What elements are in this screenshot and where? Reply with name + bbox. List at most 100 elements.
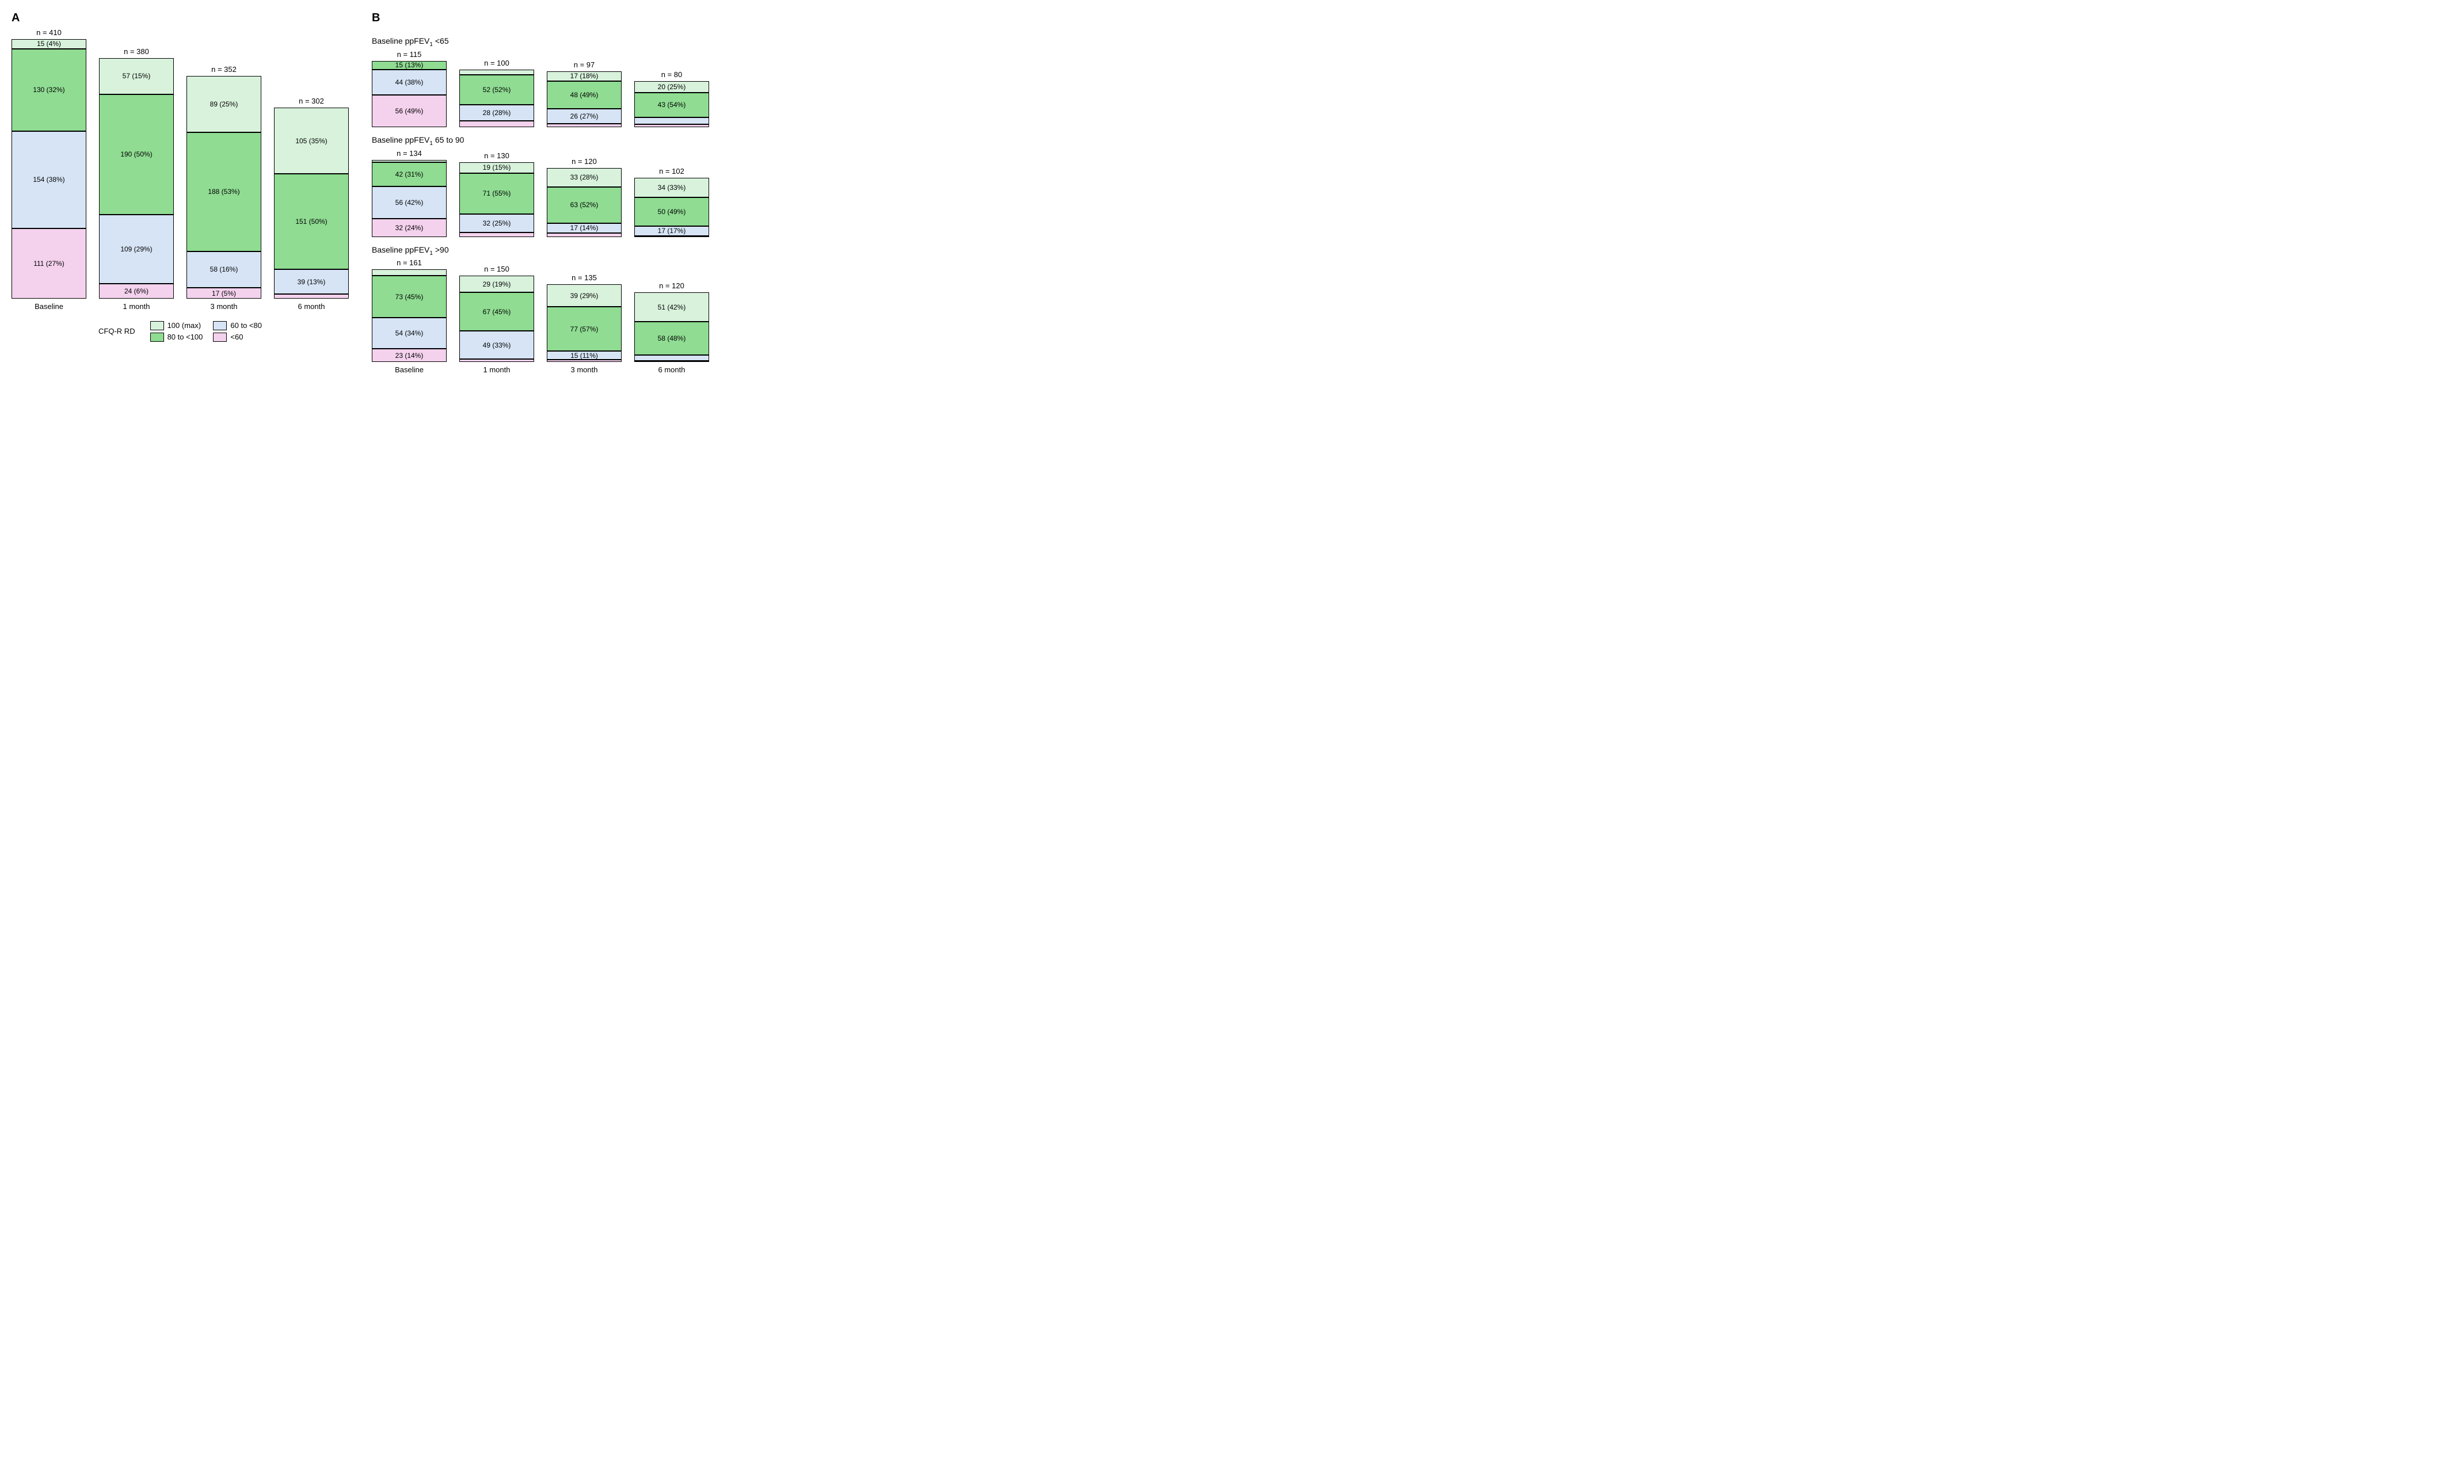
bar-segment xyxy=(634,355,709,361)
subgroup-title: Baseline ppFEV1 <65 xyxy=(372,36,709,48)
stacked-bar: 19 (15%)71 (55%)32 (25%) xyxy=(459,162,534,237)
bar-segment: 24 (6%) xyxy=(99,284,174,299)
bar-segment xyxy=(459,232,534,237)
legend-label: 100 (max) xyxy=(167,321,201,330)
legend-label: 80 to <100 xyxy=(167,333,203,341)
legend-swatch xyxy=(150,333,164,342)
n-label: n = 80 xyxy=(661,70,683,79)
bar-segment: 58 (16%) xyxy=(186,251,261,288)
bar-segment: 67 (45%) xyxy=(459,292,534,331)
x-axis-label: 3 month xyxy=(571,365,598,374)
legend-label: 60 to <80 xyxy=(230,321,262,330)
bar-segment: 49 (33%) xyxy=(459,331,534,359)
bar-segment xyxy=(459,359,534,362)
bar-column: n = 380 57 (15%)190 (50%)109 (29%)24 (6%)… xyxy=(99,47,174,311)
legend-label: <60 xyxy=(230,333,243,341)
stacked-bar: 39 (29%)77 (57%)15 (11%) xyxy=(547,284,622,362)
panel-a: A n = 41015 (4%)130 (32%)154 (38%)111 (2… xyxy=(12,12,349,342)
bar-segment: 54 (34%) xyxy=(372,318,447,349)
panel-b-groups: Baseline ppFEV1 <65n = 11515 (13%)44 (38… xyxy=(372,28,709,374)
panel-a-label: A xyxy=(12,12,349,25)
bar-segment: 33 (28%) xyxy=(547,168,622,187)
bar-segment: 52 (52%) xyxy=(459,75,534,105)
bar-segment: 34 (33%) xyxy=(634,178,709,197)
bar-segment xyxy=(634,124,709,127)
bar-segment: 73 (45%) xyxy=(372,276,447,318)
legend-item: 60 to <80 xyxy=(213,321,262,330)
stacked-bar: 57 (15%)190 (50%)109 (29%)24 (6%) xyxy=(99,58,174,299)
n-label: n = 97 xyxy=(574,60,595,69)
bar-column: n = 120 33 (28%)63 (52%)17 (14%) xyxy=(547,157,622,237)
subgroup-chart: n = 161 73 (45%)54 (34%)23 (14%) Baselinen… xyxy=(372,258,709,374)
bar-segment: 56 (42%) xyxy=(372,186,447,219)
bar-column: n = 41015 (4%)130 (32%)154 (38%)111 (27%… xyxy=(12,28,86,311)
x-axis-label: 6 month xyxy=(658,365,685,374)
bar-segment: 71 (55%) xyxy=(459,173,534,214)
stacked-bar: 33 (28%)63 (52%)17 (14%) xyxy=(547,168,622,237)
subgroup-title: Baseline ppFEV1 >90 xyxy=(372,245,709,257)
bar-segment xyxy=(547,124,622,127)
stacked-bar: 34 (33%)50 (49%)17 (17%) xyxy=(634,178,709,237)
bar-column: n = 10234 (33%)50 (49%)17 (17%) xyxy=(634,167,709,237)
subgroup-chart: n = 13442 (31%)56 (42%)32 (24%) n = 130 19… xyxy=(372,149,709,237)
bar-segment: 15 (13%) xyxy=(372,61,447,70)
bar-segment: 39 (29%) xyxy=(547,284,622,307)
x-axis-label: Baseline xyxy=(395,365,424,374)
n-label: n = 161 xyxy=(397,258,422,267)
bar-segment: 42 (31%) xyxy=(372,162,447,186)
bar-segment: 77 (57%) xyxy=(547,307,622,351)
stacked-bar: 89 (25%)188 (53%)58 (16%)17 (5%) xyxy=(186,76,261,299)
bar-segment: 32 (25%) xyxy=(459,214,534,232)
bar-column: n = 35289 (25%)188 (53%)58 (16%)17 (5%)3… xyxy=(186,65,261,311)
bar-segment: 15 (4%) xyxy=(12,39,86,49)
stacked-bar: 52 (52%)28 (28%) xyxy=(459,70,534,127)
stacked-bar: 51 (42%)58 (48%) xyxy=(634,292,709,362)
bar-column: n = 130 19 (15%)71 (55%)32 (25%) xyxy=(459,151,534,237)
bar-segment: 63 (52%) xyxy=(547,187,622,223)
bar-segment xyxy=(634,236,709,237)
bar-segment: 51 (42%) xyxy=(634,292,709,322)
x-axis-label: 1 month xyxy=(483,365,511,374)
bar-segment xyxy=(634,361,709,362)
n-label: n = 380 xyxy=(124,47,149,56)
bar-segment: 111 (27%) xyxy=(12,228,86,299)
bar-segment: 43 (54%) xyxy=(634,93,709,117)
figure: A n = 41015 (4%)130 (32%)154 (38%)111 (2… xyxy=(12,12,2452,374)
stacked-bar: 29 (19%)67 (45%)49 (33%) xyxy=(459,276,534,362)
bar-column: n = 15029 (19%)67 (45%)49 (33%)1 month xyxy=(459,265,534,374)
bar-column: n = 8020 (25%)43 (54%) xyxy=(634,70,709,127)
bar-segment: 190 (50%) xyxy=(99,94,174,215)
legend-item: 80 to <100 xyxy=(150,333,203,342)
stacked-bar: 105 (35%)151 (50%)39 (13%) xyxy=(274,108,349,299)
bar-column: n = 12051 (42%)58 (48%)6 month xyxy=(634,281,709,374)
n-label: n = 352 xyxy=(211,65,237,74)
legend-item: <60 xyxy=(213,333,262,342)
n-label: n = 130 xyxy=(484,151,509,160)
bar-segment xyxy=(274,294,349,299)
legend-item: 100 (max) xyxy=(150,321,203,330)
n-label: n = 115 xyxy=(397,50,422,59)
bar-segment: 109 (29%) xyxy=(99,215,174,284)
n-label: n = 410 xyxy=(36,28,62,37)
n-label: n = 120 xyxy=(572,157,597,166)
bar-segment: 29 (19%) xyxy=(459,276,534,292)
bar-segment: 154 (38%) xyxy=(12,131,86,228)
bar-segment: 188 (53%) xyxy=(186,132,261,251)
subgroup-title: Baseline ppFEV1 65 to 90 xyxy=(372,135,709,147)
x-axis-label: 6 month xyxy=(298,302,325,311)
bar-segment: 23 (14%) xyxy=(372,349,447,362)
bar-segment: 105 (35%) xyxy=(274,108,349,174)
bar-segment: 58 (48%) xyxy=(634,322,709,355)
bar-segment: 28 (28%) xyxy=(459,105,534,121)
panel-b: B Baseline ppFEV1 <65n = 11515 (13%)44 (… xyxy=(372,12,709,374)
bar-column: n = 161 73 (45%)54 (34%)23 (14%) Baseline xyxy=(372,258,447,374)
bar-segment: 26 (27%) xyxy=(547,109,622,124)
legend-title: CFQ-R RD xyxy=(98,327,135,335)
bar-segment: 17 (18%) xyxy=(547,71,622,81)
bar-segment: 39 (13%) xyxy=(274,269,349,294)
bar-column: n = 10052 (52%)28 (28%) xyxy=(459,59,534,127)
bar-column: n = 13442 (31%)56 (42%)32 (24%) xyxy=(372,149,447,237)
bar-segment: 57 (15%) xyxy=(99,58,174,94)
bar-segment: 17 (17%) xyxy=(634,226,709,236)
bar-segment xyxy=(634,117,709,124)
